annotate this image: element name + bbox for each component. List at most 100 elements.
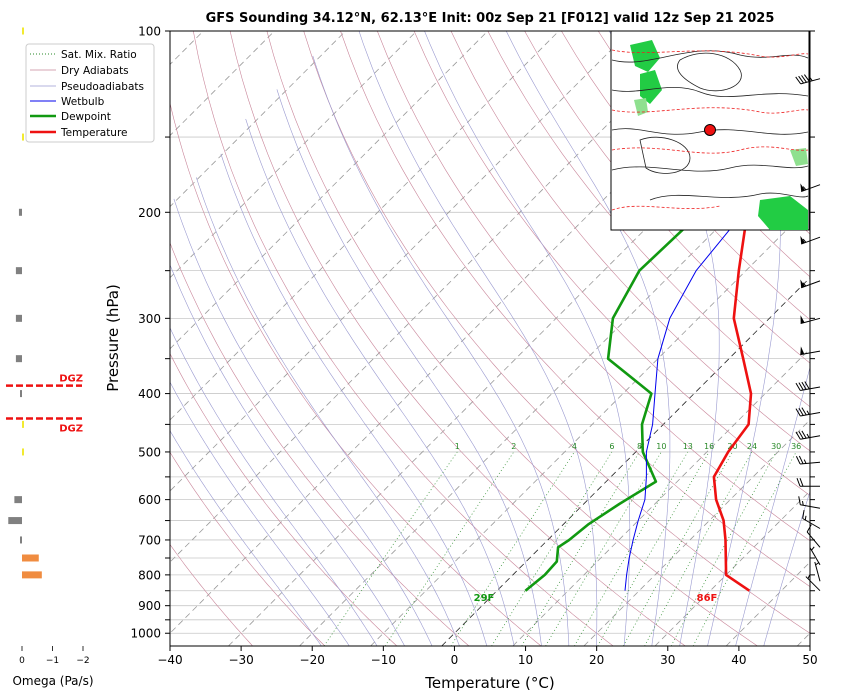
y-tick-label: 400 xyxy=(138,387,161,401)
inset-map-location-marker xyxy=(704,124,716,136)
pseudoadiabat xyxy=(170,264,405,646)
wind-barb xyxy=(814,561,821,582)
legend-label-dry-adiabats: Dry Adiabats xyxy=(61,65,129,77)
legend-entry-dry-adiabats: Dry Adiabats xyxy=(30,65,129,77)
dry-adiabat xyxy=(170,242,470,646)
dry-adiabat xyxy=(170,352,398,646)
x-tick-label: −40 xyxy=(157,653,182,667)
dry-adiabat xyxy=(170,451,326,646)
omega-bar xyxy=(8,517,22,525)
y-tick-label: 100 xyxy=(138,25,161,39)
omega-bar xyxy=(14,496,22,504)
mixing-ratio-label: 2 xyxy=(511,442,516,451)
dry-adiabat xyxy=(170,544,253,646)
wind-barb xyxy=(796,478,820,487)
dry-adiabat xyxy=(303,31,810,634)
isotherm xyxy=(299,134,810,646)
pseudoadiabat xyxy=(312,55,570,646)
pseudoadiabat xyxy=(173,198,433,646)
mixing-ratio-label: 8 xyxy=(637,442,642,451)
mixing-ratio-line xyxy=(574,451,689,646)
omega-bar xyxy=(15,355,22,363)
mixing-ratio-label: 4 xyxy=(572,442,577,451)
dry-adiabat xyxy=(266,31,758,646)
dry-adiabat xyxy=(340,31,810,587)
legend: Sat. Mix. Ratio Dry Adiabats Pseudoadiab… xyxy=(25,43,155,143)
x-tick-label: 40 xyxy=(731,653,746,667)
pseudoadiabat xyxy=(424,31,631,646)
y-tick-label: 200 xyxy=(138,206,161,220)
pseudoadiabat xyxy=(220,153,488,646)
pseudoadiabat xyxy=(358,31,598,646)
x-axis-label: Temperature (°C) xyxy=(424,674,554,692)
isotherm xyxy=(583,419,810,646)
omega-axis-label: Omega (Pa/s) xyxy=(12,674,93,688)
x-tick-label: 20 xyxy=(589,653,604,667)
omega-bar xyxy=(20,390,22,398)
mixing-ratio-labels: 1 2 4 6 8 10 13 16 20 24 30 36 xyxy=(455,442,802,451)
mixing-ratio-label: 1 xyxy=(455,442,460,451)
dry-adiabat xyxy=(450,31,810,452)
inset-map-precip-east xyxy=(758,148,808,230)
pseudoadiabat xyxy=(608,31,720,646)
mixing-ratio-line xyxy=(491,451,613,646)
y-axis-label: Pressure (hPa) xyxy=(104,284,122,392)
mixing-ratio-label: 30 xyxy=(771,442,781,451)
zero-isotherm xyxy=(441,277,810,646)
plot-axes: −40 −30 −20 −10 0 10 20 30 40 50 100 200 300 400 500 60… xyxy=(130,25,817,668)
pseudoadiabat xyxy=(707,31,781,646)
omega-tick-label: 0 xyxy=(19,656,25,666)
pseudoadiabat xyxy=(763,490,810,646)
mixing-ratio-label: 24 xyxy=(747,442,757,451)
legend-entry-wetbulb: Wetbulb xyxy=(30,96,105,108)
omega-tick-label: −2 xyxy=(76,656,89,666)
wind-barb xyxy=(800,315,821,324)
isotherm xyxy=(170,31,346,208)
x-tick-label: 10 xyxy=(518,653,533,667)
omega-bar xyxy=(22,448,24,456)
wind-barb xyxy=(795,430,821,440)
omega-bar xyxy=(22,133,24,141)
wind-barb xyxy=(795,455,821,465)
wind-barb xyxy=(802,509,821,529)
mixing-ratio-line xyxy=(545,451,662,646)
wind-barb xyxy=(795,407,821,417)
y-tick-label: 600 xyxy=(138,493,161,507)
dry-adiabat xyxy=(524,31,810,364)
dry-adiabat xyxy=(377,31,810,542)
chart-title: GFS Sounding 34.12°N, 62.13°E Init: 00z … xyxy=(206,11,775,26)
pseudoadiabat xyxy=(505,31,671,646)
omega-bar xyxy=(22,571,42,579)
wind-barb xyxy=(795,74,821,85)
mixing-ratio-label: 36 xyxy=(791,442,801,451)
omega-bar xyxy=(15,267,22,275)
x-tick-label: 0 xyxy=(451,653,459,667)
legend-entry-temperature: Temperature xyxy=(30,127,128,139)
mixing-ratio-line xyxy=(323,451,458,646)
omega-bar xyxy=(18,208,22,216)
wind-barb xyxy=(795,381,821,391)
y-tick-label: 1000 xyxy=(130,627,161,641)
isotherm xyxy=(170,31,631,492)
omega-bar xyxy=(22,27,24,35)
x-tick-label: 30 xyxy=(660,653,675,667)
dgz-label: DGZ xyxy=(59,424,83,435)
y-tick-label: 900 xyxy=(138,599,161,613)
inset-map-thickness xyxy=(611,49,809,211)
wind-barb xyxy=(798,496,821,509)
dewpoint-surface-label: 29F xyxy=(474,593,495,604)
isotherm xyxy=(170,31,275,137)
wind-barb xyxy=(806,524,821,548)
legend-entry-dewpoint: Dewpoint xyxy=(30,111,111,123)
y-tick-label: 700 xyxy=(138,533,161,547)
legend-label-temperature: Temperature xyxy=(60,127,128,139)
omega-bar xyxy=(20,536,22,544)
legend-entry-sat-mix-ratio: Sat. Mix. Ratio xyxy=(30,49,137,61)
series-wetbulb xyxy=(624,211,745,591)
isotherm xyxy=(170,31,417,279)
y-tick-label: 800 xyxy=(138,568,161,582)
isotherm xyxy=(170,31,489,350)
x-tick-label: −30 xyxy=(228,653,253,667)
pseudoadiabat xyxy=(276,89,542,646)
pseudoadiabat xyxy=(170,327,378,646)
